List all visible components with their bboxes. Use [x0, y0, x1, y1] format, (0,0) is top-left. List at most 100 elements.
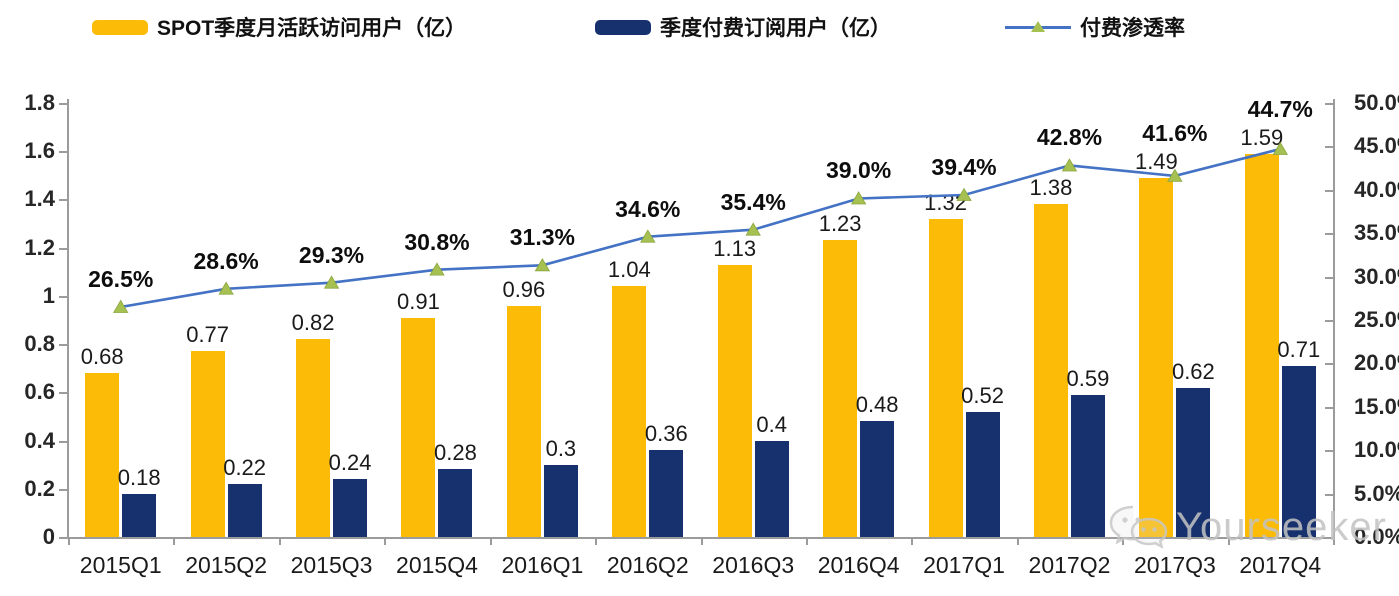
line-marker	[534, 258, 551, 272]
penetration-percent-label: 26.5%	[88, 265, 154, 292]
bar-subs	[122, 493, 157, 537]
legend-item-mau: SPOT季度月活跃访问用户（亿）	[92, 12, 466, 42]
legend-label-subs: 季度付费订阅用户（亿）	[660, 17, 891, 40]
bar-subs	[965, 411, 1000, 537]
penetration-percent-label: 28.6%	[193, 247, 259, 274]
bar-subs	[860, 421, 895, 537]
wechat-icon	[1109, 505, 1168, 549]
bar-subs-value-label: 0.59	[1066, 365, 1110, 391]
bar-subs-value-label: 0.24	[328, 450, 372, 476]
y-axis-left-tick-label: 1	[42, 282, 55, 308]
penetration-percent-label: 29.3%	[298, 241, 365, 268]
y-axis-right-tick-label: 50.0%	[1354, 90, 1399, 115]
x-axis-category-label: 2017Q2	[1028, 552, 1111, 578]
bar-mau	[1244, 153, 1279, 537]
x-axis-category-label: 2015Q4	[396, 552, 478, 578]
bar-mau-value-label: 0.96	[502, 276, 546, 302]
y-axis-right	[1333, 99, 1335, 538]
bar-mau-value-label: 0.82	[291, 310, 335, 336]
bar-subs	[333, 479, 368, 537]
bar-mau-value-label: 0.77	[186, 322, 230, 348]
y-axis-right-tick	[1325, 276, 1333, 279]
y-axis-left-tick-label: 1.8	[24, 90, 55, 115]
y-axis-right-tick-label: 20.0%	[1354, 350, 1399, 376]
line-marker	[113, 299, 129, 313]
bar-subs-value-label: 0.22	[223, 454, 267, 480]
bar-mau	[1033, 204, 1068, 537]
y-axis-left-tick	[59, 295, 68, 298]
bar-subs	[543, 464, 578, 537]
x-axis-tick	[1227, 537, 1230, 545]
y-axis-left-tick-label: 0.4	[24, 427, 55, 453]
bar-mau-value-label: 1.59	[1240, 124, 1284, 150]
bar-subs-value-label: 0.62	[1171, 358, 1215, 384]
penetration-percent-label: 39.4%	[931, 154, 997, 180]
bar-mau-value-label: 1.04	[607, 257, 651, 283]
line-marker	[218, 281, 234, 295]
bar-mau	[928, 218, 963, 537]
x-axis-category-label: 2016Q1	[501, 552, 584, 578]
y-axis-left-tick-label: 1.4	[24, 186, 55, 212]
y-axis-right-tick-label: 25.0%	[1354, 307, 1399, 332]
x-axis-tick	[700, 537, 703, 545]
y-axis-right-tick-label: 45.0%	[1354, 133, 1399, 159]
watermark: Yourseeker	[1108, 503, 1387, 551]
x-axis-category-label: 2015Q3	[290, 552, 373, 578]
penetration-percent-label: 35.4%	[720, 188, 786, 215]
penetration-percent-label: 34.6%	[615, 195, 681, 222]
x-axis-category-label: 2016Q2	[606, 552, 689, 578]
bar-subs	[438, 469, 473, 537]
y-axis-right-tick	[1325, 537, 1333, 539]
bar-subs	[1281, 365, 1316, 537]
legend-swatch-mau-icon	[92, 19, 148, 35]
penetration-percent-label: 31.3%	[509, 224, 575, 251]
y-axis-left-tick	[59, 344, 68, 347]
y-axis-right-tick	[1325, 493, 1333, 496]
bar-mau	[612, 286, 647, 537]
y-axis-left-tick-label: 1.6	[24, 138, 55, 164]
legend-item-penetration: 付费渗透率	[1005, 12, 1185, 42]
y-axis-left-tick	[59, 199, 68, 202]
bar-mau	[190, 351, 225, 537]
bar-subs	[649, 450, 684, 537]
y-axis-left-tick-label: 0.2	[24, 475, 55, 501]
y-axis-left-tick	[59, 537, 68, 539]
y-axis-left-tick-label: 1.2	[24, 234, 55, 260]
bar-mau-value-label: 0.68	[80, 344, 124, 370]
y-axis-right-tick-label: 35.0%	[1354, 220, 1399, 246]
bar-mau-value-label: 1.13	[713, 235, 757, 261]
x-axis-tick	[805, 537, 808, 545]
y-axis-right-tick	[1325, 363, 1333, 366]
x-axis-category-label: 2017Q4	[1239, 552, 1322, 578]
legend-label-penetration: 付费渗透率	[1080, 17, 1185, 40]
x-axis-tick	[173, 537, 176, 545]
bar-mau-value-label: 0.91	[397, 288, 440, 314]
y-axis-left-tick	[59, 151, 68, 154]
legend-line-marker-icon	[1005, 20, 1071, 35]
y-axis-right-tick-label: 0.0%	[1354, 524, 1399, 549]
bar-subs-value-label: 0.36	[644, 421, 688, 447]
x-axis-category-label: 2016Q4	[817, 552, 900, 578]
x-axis-tick	[1122, 537, 1125, 545]
y-axis-right-tick	[1325, 146, 1333, 149]
bar-mau-value-label: 1.23	[818, 211, 862, 237]
bar-mau	[823, 240, 858, 537]
line-marker	[850, 191, 867, 205]
y-axis-right-tick	[1325, 406, 1333, 409]
bar-subs	[1070, 394, 1105, 537]
watermark-text: Yourseeker	[1176, 504, 1387, 549]
y-axis-right-tick-label: 30.0%	[1354, 263, 1399, 289]
line-marker	[323, 275, 340, 289]
legend-label-mau: SPOT季度月活跃访问用户（亿）	[157, 17, 467, 40]
y-axis-right-tick	[1325, 103, 1333, 105]
y-axis-left-tick	[59, 103, 68, 105]
bar-mau-value-label: 1.38	[1029, 175, 1073, 201]
bar-subs-value-label: 0.4	[756, 411, 787, 437]
bar-subs	[227, 483, 262, 537]
bar-subs-value-label: 0.52	[961, 382, 1004, 408]
y-axis-right-tick-label: 40.0%	[1354, 176, 1399, 202]
bar-mau	[296, 339, 331, 537]
line-marker	[429, 262, 445, 276]
y-axis-left-tick-label: 0.6	[24, 379, 55, 405]
